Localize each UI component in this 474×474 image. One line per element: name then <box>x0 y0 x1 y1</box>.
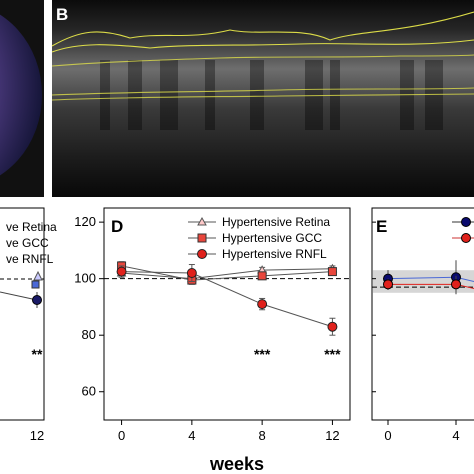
series-circle <box>116 264 338 336</box>
data-point <box>327 267 337 277</box>
oct-shadow-band <box>205 60 215 130</box>
annotations: *** *** <box>254 346 341 362</box>
oct-layer-line <box>51 87 474 96</box>
legend-marker <box>197 233 207 243</box>
y-tick-label: 60 <box>82 384 96 399</box>
oct-shadow-band <box>160 60 178 130</box>
panel-c-xtick: 12 <box>30 428 44 443</box>
data-point <box>383 279 393 290</box>
panel-c-frame <box>0 207 45 421</box>
x-tick-label: 0 <box>118 428 125 443</box>
y-axis: 60 80 100 120 <box>74 214 104 399</box>
x-axis-label: weeks <box>209 454 264 474</box>
panel-e-partial: E 0 4 <box>371 207 474 443</box>
oct-shadow-band <box>100 60 110 130</box>
significance-annotation: *** <box>254 346 271 362</box>
x-tick-label: 4 <box>188 428 195 443</box>
legend-label: Hypertensive Retina <box>222 215 330 229</box>
panel-e-letter: E <box>376 217 387 236</box>
legend-label: Hypertensive GCC <box>222 231 322 245</box>
panel-b-letter: B <box>56 5 68 24</box>
panel-d-frame <box>103 207 351 421</box>
data-point <box>327 321 338 332</box>
significance-annotation: *** <box>324 346 341 362</box>
data-point <box>451 279 461 290</box>
oct-layer-line <box>51 54 474 67</box>
series-line <box>121 271 333 328</box>
panel-a-fundus <box>0 0 44 197</box>
oct-shadow-band <box>128 60 142 130</box>
legend-marker <box>461 233 471 243</box>
x-tick-label: 4 <box>452 428 459 443</box>
y-tick-label: 120 <box>74 214 96 229</box>
legend-marker <box>461 217 471 227</box>
x-tick-label: 8 <box>259 428 266 443</box>
y-tick-label: 100 <box>74 271 96 286</box>
oct-shadow-band <box>425 60 443 130</box>
panel-c-legend-1: ve Retina <box>6 220 57 234</box>
oct-layer-lines <box>51 11 474 101</box>
series-square <box>117 261 337 285</box>
panel-d-chart: D 60 80 100 120 0 4 8 12 *** *** Hypertensive R… <box>74 207 351 443</box>
panel-c-point <box>31 280 40 289</box>
legend: Hypertensive Retina Hypertensive GCC Hyper… <box>188 215 330 261</box>
oct-texture <box>100 60 443 130</box>
x-tick-label: 12 <box>325 428 339 443</box>
oct-layer-line <box>51 39 474 53</box>
x-tick-label: 0 <box>384 428 391 443</box>
y-tick-label: 80 <box>82 327 96 342</box>
data-point <box>116 266 127 277</box>
panel-c-legend-2: ve GCC <box>6 236 49 250</box>
panel-c-partial: ve Retina ve GCC ve RNFL ** 12 <box>0 207 57 443</box>
panel-b-oct-scan: B <box>51 0 474 197</box>
panel-c-legend-3: ve RNFL <box>6 252 54 266</box>
series-line <box>121 265 333 281</box>
legend-label: Hypertensive RNFL <box>222 247 327 261</box>
legend-marker <box>197 249 207 259</box>
series-line <box>121 268 333 280</box>
oct-layer-line <box>51 11 474 47</box>
data-point <box>186 268 197 279</box>
legend-marker <box>197 216 207 226</box>
panel-c-annotation: ** <box>32 346 43 362</box>
series <box>116 261 338 336</box>
data-point <box>257 299 268 310</box>
oct-layer-line <box>51 93 474 101</box>
panel-c-point <box>32 295 42 305</box>
data-point <box>257 271 267 281</box>
oct-shadow-band <box>305 60 323 130</box>
panel-c-point <box>33 270 43 281</box>
x-axis: 0 4 8 12 <box>118 420 340 443</box>
panel-e-frame <box>371 207 474 421</box>
panel-d-letter: D <box>111 217 123 236</box>
oct-shadow-band <box>250 60 264 130</box>
